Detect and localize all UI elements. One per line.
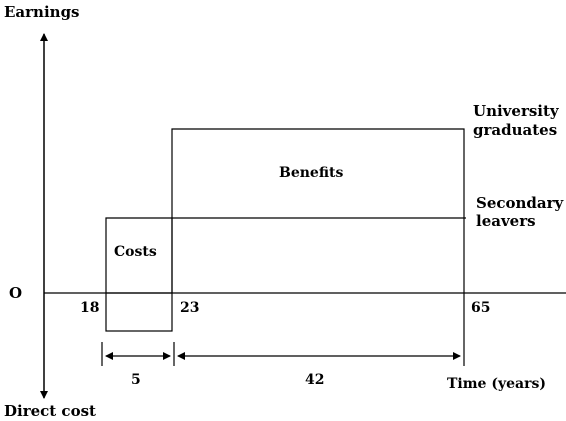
age-18-label: 18 xyxy=(80,300,99,316)
origin-label: O xyxy=(9,284,22,302)
earnings-axis-label: Earnings xyxy=(4,3,80,21)
university-label-line1: University xyxy=(473,102,560,120)
secondary-label-line2: leavers xyxy=(476,212,536,230)
costs-label: Costs xyxy=(114,244,157,260)
age-23-label: 23 xyxy=(180,300,199,316)
secondary-label-line1: Secondary xyxy=(476,194,565,212)
direct-cost-box xyxy=(105,292,173,332)
direct-cost-axis-label: Direct cost xyxy=(4,402,96,420)
university-label-line2: graduates xyxy=(473,121,557,139)
age-65-label: 65 xyxy=(471,300,490,316)
secondary-leavers-line xyxy=(105,217,466,293)
university-graduates-line xyxy=(171,128,465,366)
benefits-label: Benefits xyxy=(279,165,343,181)
time-axis-label: Time (years) xyxy=(447,376,546,392)
study-duration-label: 5 xyxy=(131,372,141,388)
working-duration-label: 42 xyxy=(305,372,324,388)
